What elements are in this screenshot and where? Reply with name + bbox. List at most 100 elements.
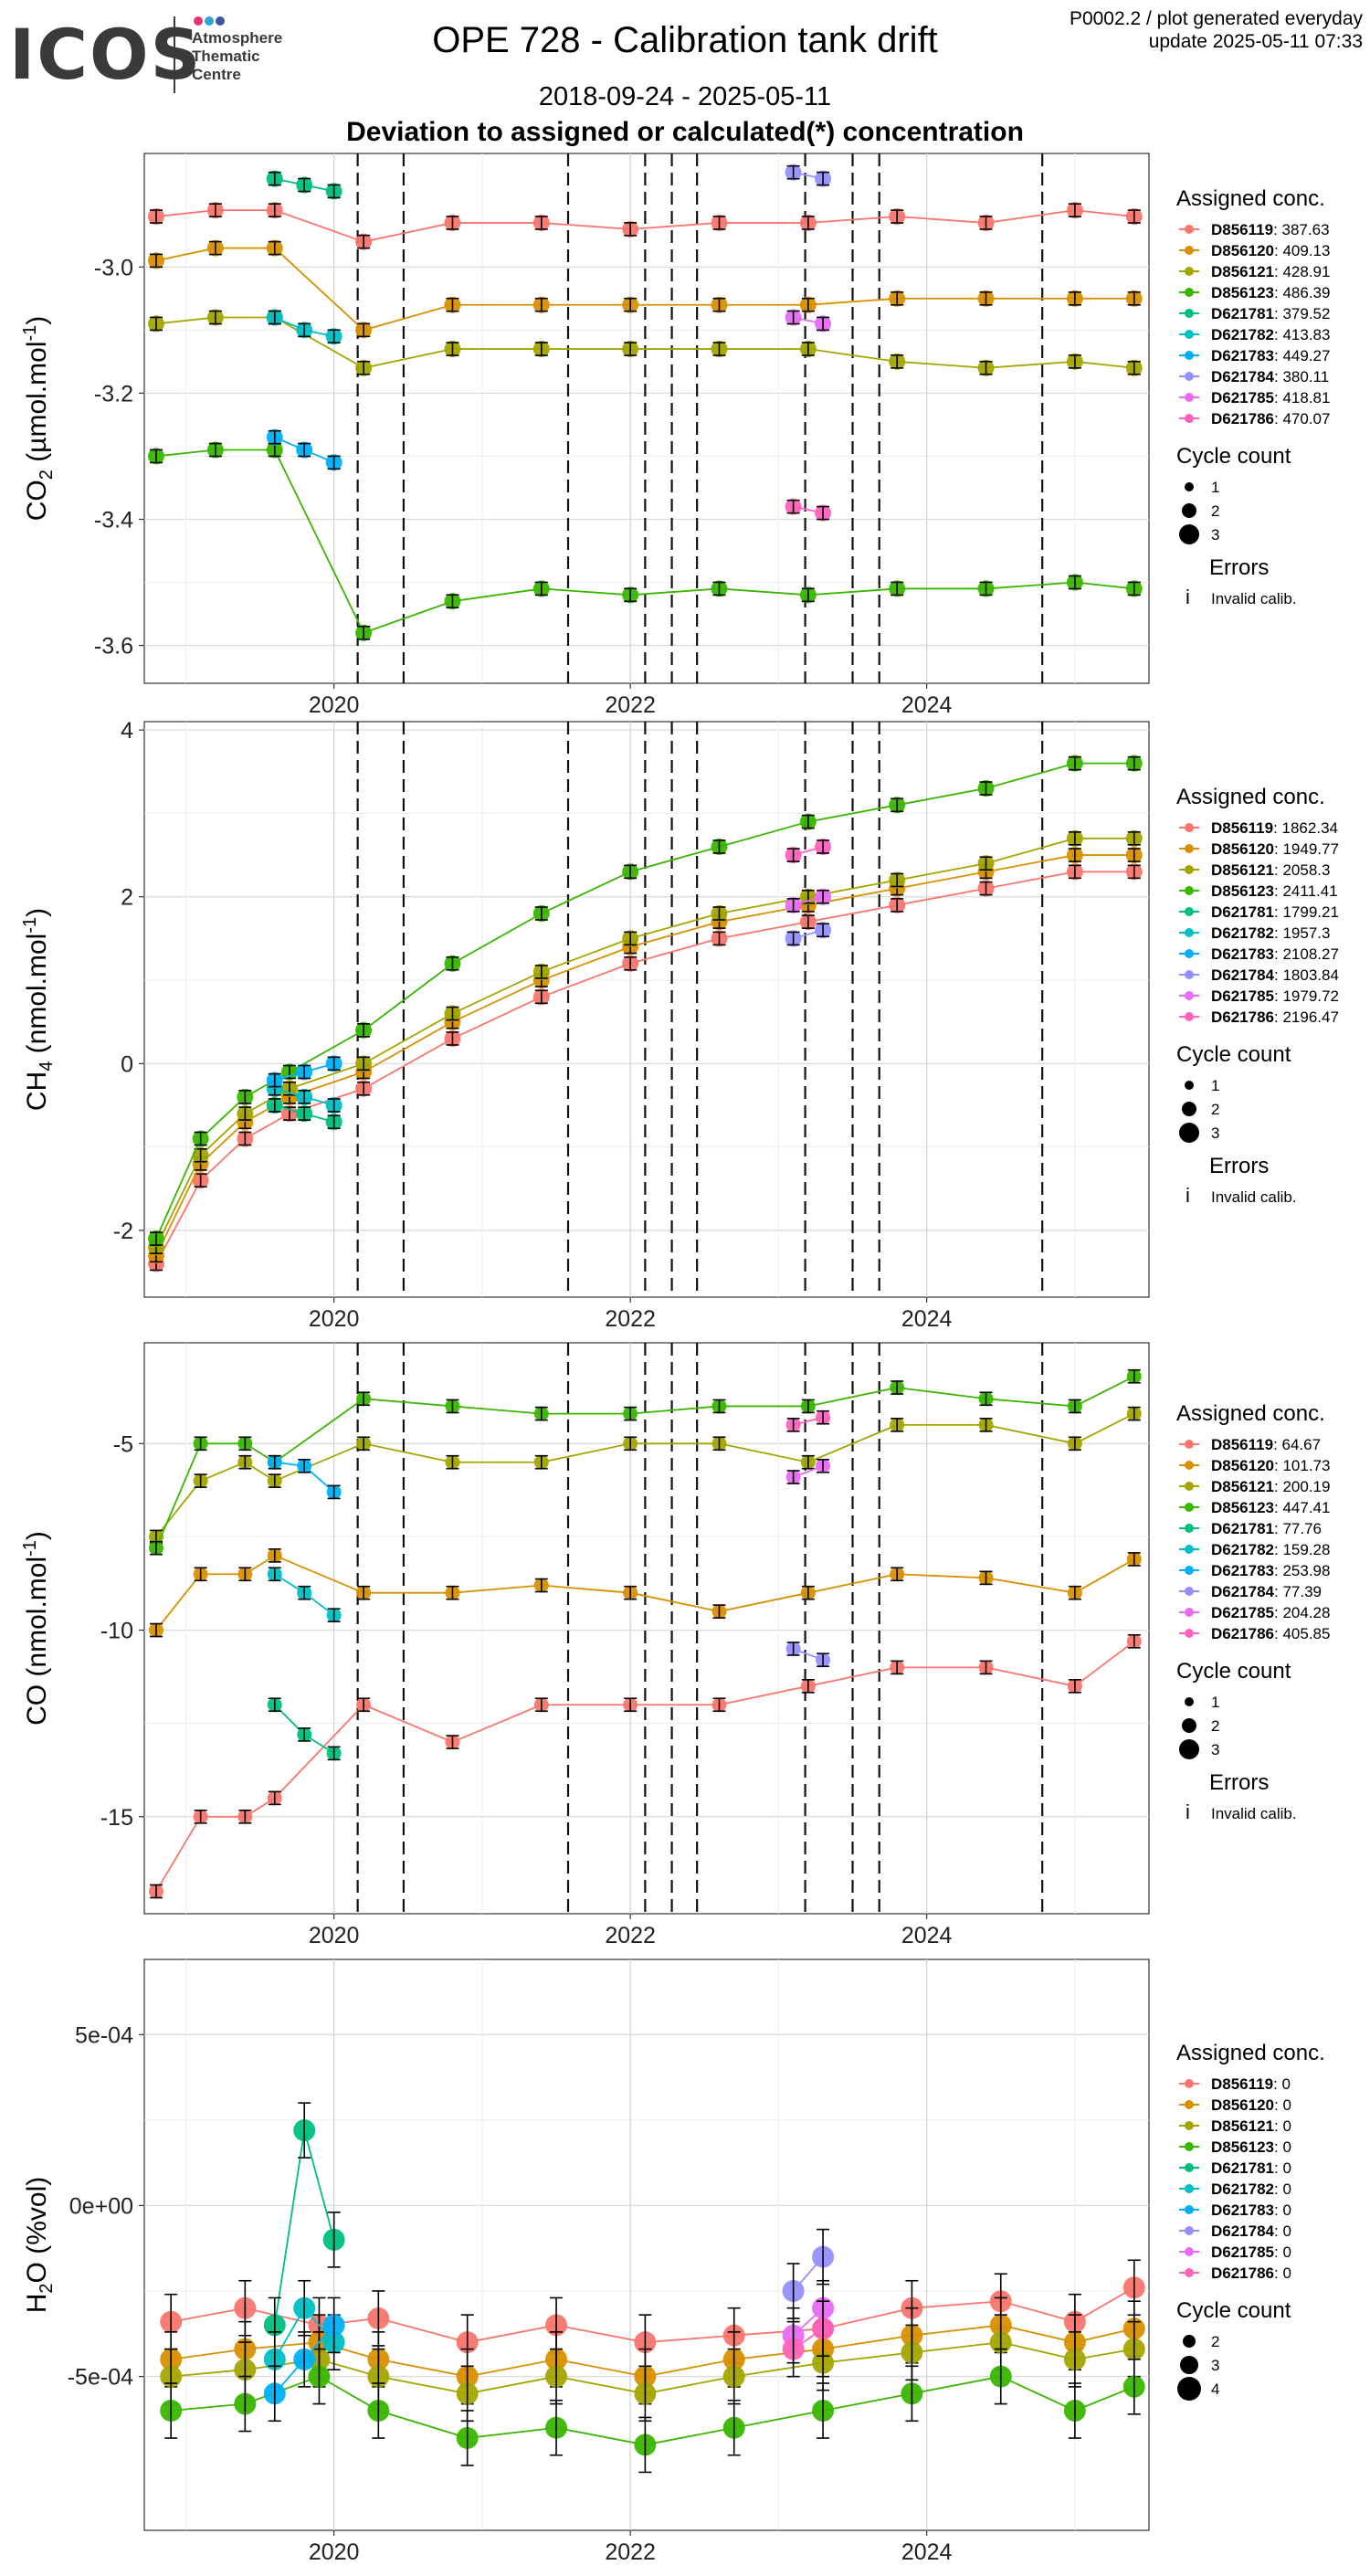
y-tick-label: -2 (113, 1219, 133, 1244)
cycle-count-label: 2 (1211, 2333, 1219, 2350)
legend-key-point (1185, 309, 1194, 318)
legend-key-point (1185, 1629, 1194, 1638)
legend: Assigned conc. D856119: 64.67 D856120: 101… (1176, 1401, 1330, 1823)
plot-area (143, 153, 1150, 684)
legend-entry: D621782: 0 (1211, 2180, 1291, 2198)
legend-entry: D621786: 405.85 (1211, 1625, 1330, 1642)
cycle-count-label: 1 (1211, 1077, 1219, 1094)
legend-key-point (1185, 1545, 1194, 1554)
cycle-count-title: Cycle count (1176, 444, 1291, 469)
legend-key-point (1185, 823, 1194, 832)
cycle-count-label: 2 (1211, 502, 1219, 520)
legend-key-point (1185, 1608, 1194, 1617)
logo-dot-cyan (205, 16, 214, 26)
legend-key-point (1185, 2247, 1194, 2256)
plot-area (143, 1342, 1150, 1915)
errors-key-glyph: i (1186, 1800, 1190, 1823)
legend-key-point (1185, 928, 1194, 937)
x-tick-label: 2020 (309, 1923, 360, 1948)
cycle-count-label: 1 (1211, 1694, 1219, 1711)
legend-key-point (1185, 1524, 1194, 1533)
legend-key-point (1185, 393, 1194, 402)
y-tick-label: -3.6 (94, 634, 133, 660)
cycle-count-title: Cycle count (1176, 2298, 1291, 2323)
x-tick-label: 2024 (901, 692, 953, 718)
y-tick-label: -3.2 (94, 381, 133, 406)
logo-line-2: Thematic (192, 48, 260, 65)
legend-entry: D856120: 0 (1211, 2096, 1291, 2114)
legend-key-point (1185, 246, 1194, 255)
legend-entry: D856120: 1949.77 (1211, 840, 1339, 858)
legend-entry: D621784: 1803.84 (1211, 966, 1339, 984)
x-tick-label: 2022 (605, 1923, 656, 1948)
legend-entry: D856123: 2411.41 (1211, 882, 1338, 900)
series-line-D856119 (155, 871, 1134, 1264)
legend-key-point (1185, 330, 1194, 339)
cycle-count-key (1179, 1739, 1199, 1759)
y-tick-label: 2 (121, 885, 133, 911)
legend-entry: D621783: 449.27 (1211, 347, 1330, 364)
x-tick-label: 2022 (605, 692, 656, 718)
legend-entry: D856120: 101.73 (1211, 1457, 1330, 1474)
legend-key-point (1185, 2226, 1194, 2235)
cycle-count-label: 3 (1211, 2357, 1219, 2374)
legend-entry: D621781: 1799.21 (1211, 903, 1339, 921)
errors-label: Invalid calib. (1211, 1188, 1297, 1206)
logo-dot-blue (216, 16, 225, 26)
cycle-count-label: 3 (1211, 526, 1219, 544)
legend-entry: D621785: 418.81 (1211, 389, 1330, 406)
y-tick-label: -3.4 (94, 507, 133, 533)
y-axis-label: CO2 (µmol.mol-1) (20, 316, 57, 522)
errors-key-glyph: i (1186, 586, 1190, 608)
x-tick-label: 2020 (309, 2539, 360, 2565)
legend-key-point (1185, 949, 1194, 958)
cycle-count-key (1177, 2377, 1201, 2401)
y-tick-label: -10 (100, 1619, 133, 1644)
chart-panel-co: -5 -10 -15 2020 2022 2024 CO (nmol.mol-1) Assig… (20, 1342, 1330, 1948)
y-tick-label: 4 (121, 718, 133, 744)
logo-dot-pink (194, 16, 203, 26)
legend-key-point (1185, 288, 1194, 297)
legend-entry: D621781: 77.76 (1211, 1520, 1322, 1537)
legend-entry: D621783: 0 (1211, 2201, 1291, 2219)
legend-key-point (1185, 351, 1194, 360)
legend-key-point (1185, 1503, 1194, 1512)
legend-entry: D856119: 0 (1211, 2075, 1291, 2093)
cycle-count-key (1185, 1697, 1194, 1706)
legend-entry: D621785: 204.28 (1211, 1604, 1330, 1621)
logo-line-1: Atmosphere (192, 29, 283, 47)
legend: Assigned conc. D856119: 1862.34 D856120: 1… (1176, 785, 1339, 1207)
legend-entry: D621785: 0 (1211, 2243, 1291, 2261)
cycle-count-label: 3 (1211, 1741, 1219, 1758)
legend-key-point (1185, 991, 1194, 1000)
y-tick-label: -5e-04 (68, 2365, 133, 2391)
legend-key-point (1185, 1587, 1194, 1596)
cycle-count-key (1179, 1123, 1199, 1143)
series-line-D856123 (155, 762, 1134, 1240)
errors-label: Invalid calib. (1211, 590, 1297, 607)
plot-info-line-1: P0002.2 / plot generated everyday (1069, 8, 1363, 29)
x-tick-label: 2022 (605, 1306, 656, 1332)
icos-logo: ICOS Atmosphere Thematic Centre (9, 13, 311, 97)
legend-entry: D856119: 64.67 (1211, 1436, 1321, 1453)
y-tick-label: -5 (113, 1431, 133, 1457)
legend-entry: D856120: 409.13 (1211, 242, 1330, 259)
chart-panel-ch4: 4 2 0 -2 2020 2022 2024 CH4 (nmol.mol-1) Assigne… (20, 718, 1339, 1332)
legend-key-point (1185, 1440, 1194, 1449)
cycle-count-key (1179, 524, 1199, 544)
cycle-count-label: 4 (1211, 2381, 1219, 2398)
legend-entry: D621782: 159.28 (1211, 1541, 1330, 1558)
legend-entry: D856121: 200.19 (1211, 1478, 1330, 1495)
legend-key-point (1185, 2079, 1194, 2088)
legend-entry: D856123: 0 (1211, 2138, 1291, 2156)
legend-key-point (1185, 865, 1194, 874)
plot-info-line-2: update 2025-05-11 07:33 (1148, 31, 1363, 52)
legend-key-point (1185, 2184, 1194, 2193)
legend-key-point (1185, 970, 1194, 979)
x-tick-label: 2024 (901, 1923, 953, 1948)
legend-key-point (1185, 1482, 1194, 1491)
y-tick-label: 5e-04 (75, 2022, 133, 2048)
cycle-count-key (1182, 503, 1196, 518)
page-title: OPE 728 - Calibration tank drift (432, 20, 938, 60)
errors-title: Errors (1209, 1770, 1269, 1795)
